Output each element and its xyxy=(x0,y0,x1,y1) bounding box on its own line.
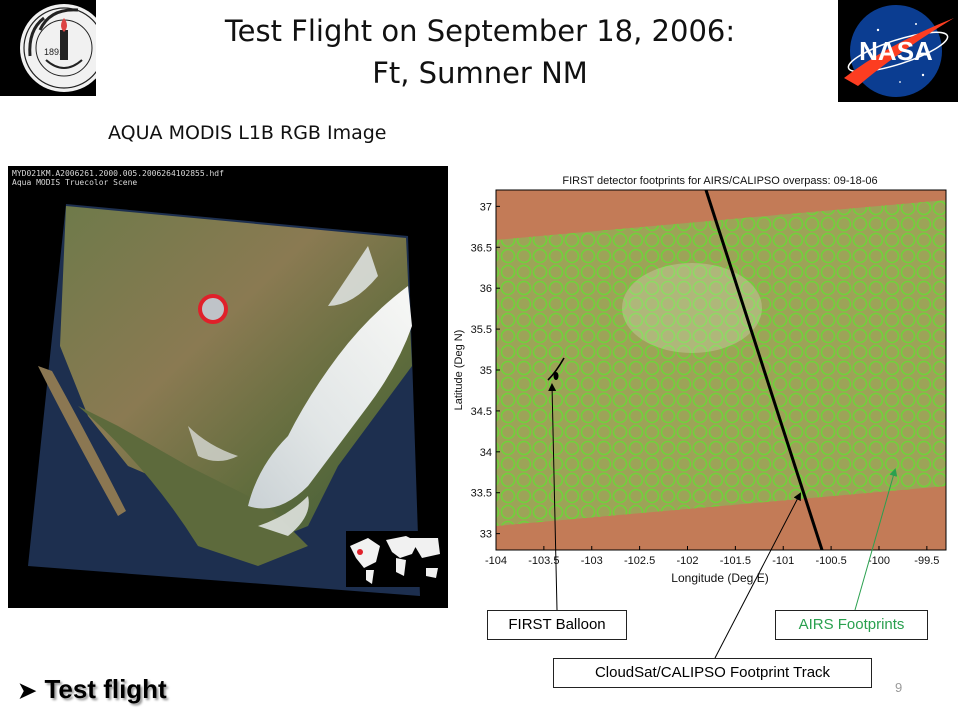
balloon-trajectory xyxy=(547,357,565,381)
x-axis-label: Longitude (Deg E) xyxy=(671,571,768,585)
world-inset-map xyxy=(346,531,442,587)
modis-satellite-image: MYD021KM.A2006261.2000.005.2006264102855… xyxy=(8,166,448,608)
y-tick-label: 33 xyxy=(480,529,492,541)
title-line-2: Ft, Sumner NM xyxy=(372,56,588,90)
y-tick-label: 35 xyxy=(480,365,492,377)
x-tick-label: -100 xyxy=(868,555,890,567)
y-axis-ticks: 33 33.5 34 34.5 35 35.5 36 36.5 37 xyxy=(471,201,500,541)
nasa-logo: NASA xyxy=(838,0,958,102)
x-tick-label: -104 xyxy=(485,555,507,567)
nasa-logo-text: NASA xyxy=(859,36,933,66)
y-tick-label: 36 xyxy=(480,283,492,295)
x-tick-label: -102 xyxy=(676,555,698,567)
bullet-arrow-icon: ➤ xyxy=(18,678,37,703)
modis-scene-label: Aqua MODIS Truecolor Scene xyxy=(12,178,138,187)
cloudsat-track-line xyxy=(704,190,824,550)
x-tick-label: -103.5 xyxy=(528,555,559,567)
caltech-year: 1891 xyxy=(44,47,64,57)
page-title: Test Flight on September 18, 2006: Ft, S… xyxy=(110,10,850,94)
caltech-seal-icon: 1891 xyxy=(20,4,96,92)
x-tick-label: -100.5 xyxy=(816,555,847,567)
modis-image-graphic xyxy=(8,166,448,608)
modis-image-heading: AQUA MODIS L1B RGB Image xyxy=(108,122,387,144)
y-tick-label: 34 xyxy=(480,447,492,459)
y-tick-label: 33.5 xyxy=(471,488,492,500)
page-number: 9 xyxy=(895,680,903,695)
x-tick-label: -102.5 xyxy=(624,555,655,567)
test-site-patch xyxy=(201,297,225,321)
footprint-plot: FIRST detector footprints for AIRS/CALIP… xyxy=(452,168,952,600)
balloon-marker xyxy=(553,372,559,380)
test-site-highlight-circle xyxy=(198,294,228,324)
plot-title: FIRST detector footprints for AIRS/CALIP… xyxy=(562,175,877,187)
bullet-item: ➤ Test flight xyxy=(18,674,167,705)
y-tick-label: 36.5 xyxy=(471,242,492,254)
callout-airs-footprints: AIRS Footprints xyxy=(775,610,928,640)
modis-filename: MYD021KM.A2006261.2000.005.2006264102855… xyxy=(12,169,224,178)
y-tick-label: 35.5 xyxy=(471,324,492,336)
x-tick-label: -103 xyxy=(581,555,603,567)
caltech-logo: 1891 xyxy=(0,0,96,96)
bullet-text: Test flight xyxy=(44,674,167,704)
nasa-meatball-icon: NASA xyxy=(844,5,954,97)
x-tick-label: -101 xyxy=(772,555,794,567)
x-tick-label: -101.5 xyxy=(720,555,751,567)
callout-first-balloon: FIRST Balloon xyxy=(487,610,627,640)
x-tick-label: -99.5 xyxy=(914,555,939,567)
airs-footprints xyxy=(496,200,946,526)
title-line-1: Test Flight on September 18, 2006: xyxy=(224,14,736,48)
y-tick-label: 34.5 xyxy=(471,406,492,418)
y-tick-label: 37 xyxy=(480,201,492,213)
y-axis-label: Latitude (Deg N) xyxy=(453,330,465,411)
callout-cloudsat-track: CloudSat/CALIPSO Footprint Track xyxy=(553,658,872,688)
